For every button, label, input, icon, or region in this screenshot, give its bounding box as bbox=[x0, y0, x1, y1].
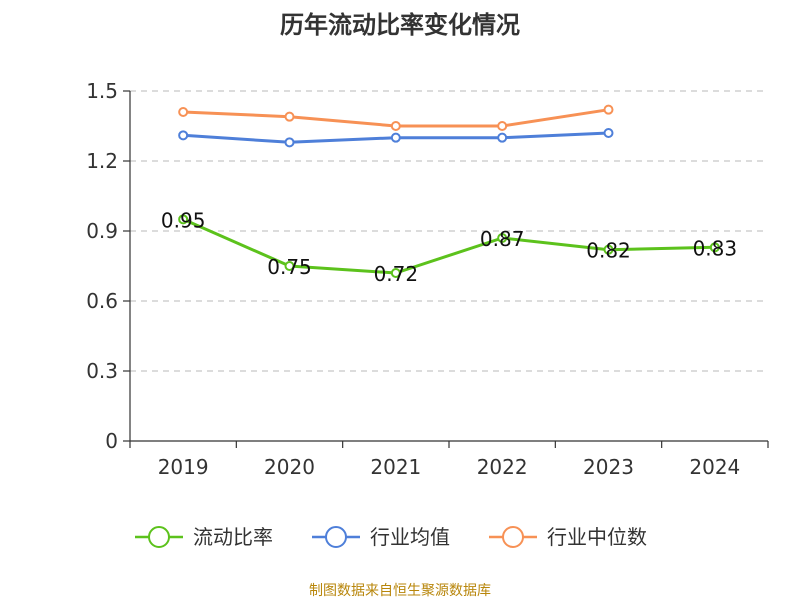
y-tick-label-2: 0.6 bbox=[86, 289, 118, 313]
x-tick-label-2022: 2022 bbox=[477, 455, 528, 479]
legend: 流动比率 行业均值 行业中位数 bbox=[135, 525, 647, 549]
data-labels: 0.95 0.75 0.72 0.87 0.82 0.83 bbox=[161, 208, 737, 286]
point-1-2020 bbox=[284, 137, 295, 148]
x-tick-label-2020: 2020 bbox=[264, 455, 315, 479]
point-1-2021 bbox=[390, 132, 401, 143]
point-1-2019 bbox=[178, 130, 189, 141]
data-label-2020: 0.75 bbox=[267, 255, 312, 279]
point-2-2020 bbox=[284, 111, 295, 122]
point-0-2019 bbox=[178, 214, 189, 225]
point-0-2023 bbox=[603, 244, 614, 255]
chart-title: 历年流动比率变化情况 bbox=[280, 11, 520, 39]
legend-marker-0 bbox=[148, 526, 170, 548]
legend-marker-1 bbox=[325, 526, 347, 548]
point-1-2022 bbox=[497, 132, 508, 143]
point-0-2022 bbox=[497, 233, 508, 243]
point-0-2024 bbox=[709, 242, 720, 253]
legend-label-2: 行业中位数 bbox=[547, 525, 647, 549]
data-label-2024: 0.83 bbox=[693, 236, 738, 260]
x-tick-label-2023: 2023 bbox=[583, 455, 634, 479]
legend-label-1: 行业均值 bbox=[370, 525, 450, 549]
data-label-2023: 0.82 bbox=[586, 239, 631, 263]
point-2-2019 bbox=[178, 107, 189, 117]
data-label-2022: 0.87 bbox=[480, 227, 525, 251]
series-line-0 bbox=[182, 217, 715, 275]
point-1-2023 bbox=[603, 128, 614, 138]
y-tick-label-1: 0.3 bbox=[86, 359, 118, 383]
data-label-2019: 0.95 bbox=[161, 208, 206, 232]
point-2-2022 bbox=[497, 121, 508, 131]
legend-label-0: 流动比率 bbox=[193, 525, 273, 549]
point-2-2023 bbox=[603, 104, 614, 115]
point-2-2021 bbox=[390, 121, 401, 131]
x-tick-label-2021: 2021 bbox=[370, 455, 421, 479]
gridlines bbox=[130, 90, 768, 372]
x-tick-label-2019: 2019 bbox=[158, 455, 209, 479]
data-label-2021: 0.72 bbox=[374, 262, 419, 286]
legend-marker-2 bbox=[502, 526, 524, 548]
x-tick-label-2024: 2024 bbox=[689, 455, 740, 479]
axes: 0 0.3 0.6 0.9 1.2 1.5 2019 2020 2021 2022 2023 2024 bbox=[86, 79, 769, 479]
source-note: 制图数据来自恒生聚源数据库 bbox=[309, 583, 491, 599]
point-0-2021 bbox=[390, 268, 401, 278]
y-tick-label-5: 1.5 bbox=[86, 79, 118, 103]
y-tick-label-3: 0.9 bbox=[86, 219, 118, 243]
point-0-2020 bbox=[284, 261, 295, 271]
series-group bbox=[178, 104, 720, 278]
y-tick-label-0: 0 bbox=[105, 429, 118, 453]
y-tick-label-4: 1.2 bbox=[86, 149, 118, 173]
